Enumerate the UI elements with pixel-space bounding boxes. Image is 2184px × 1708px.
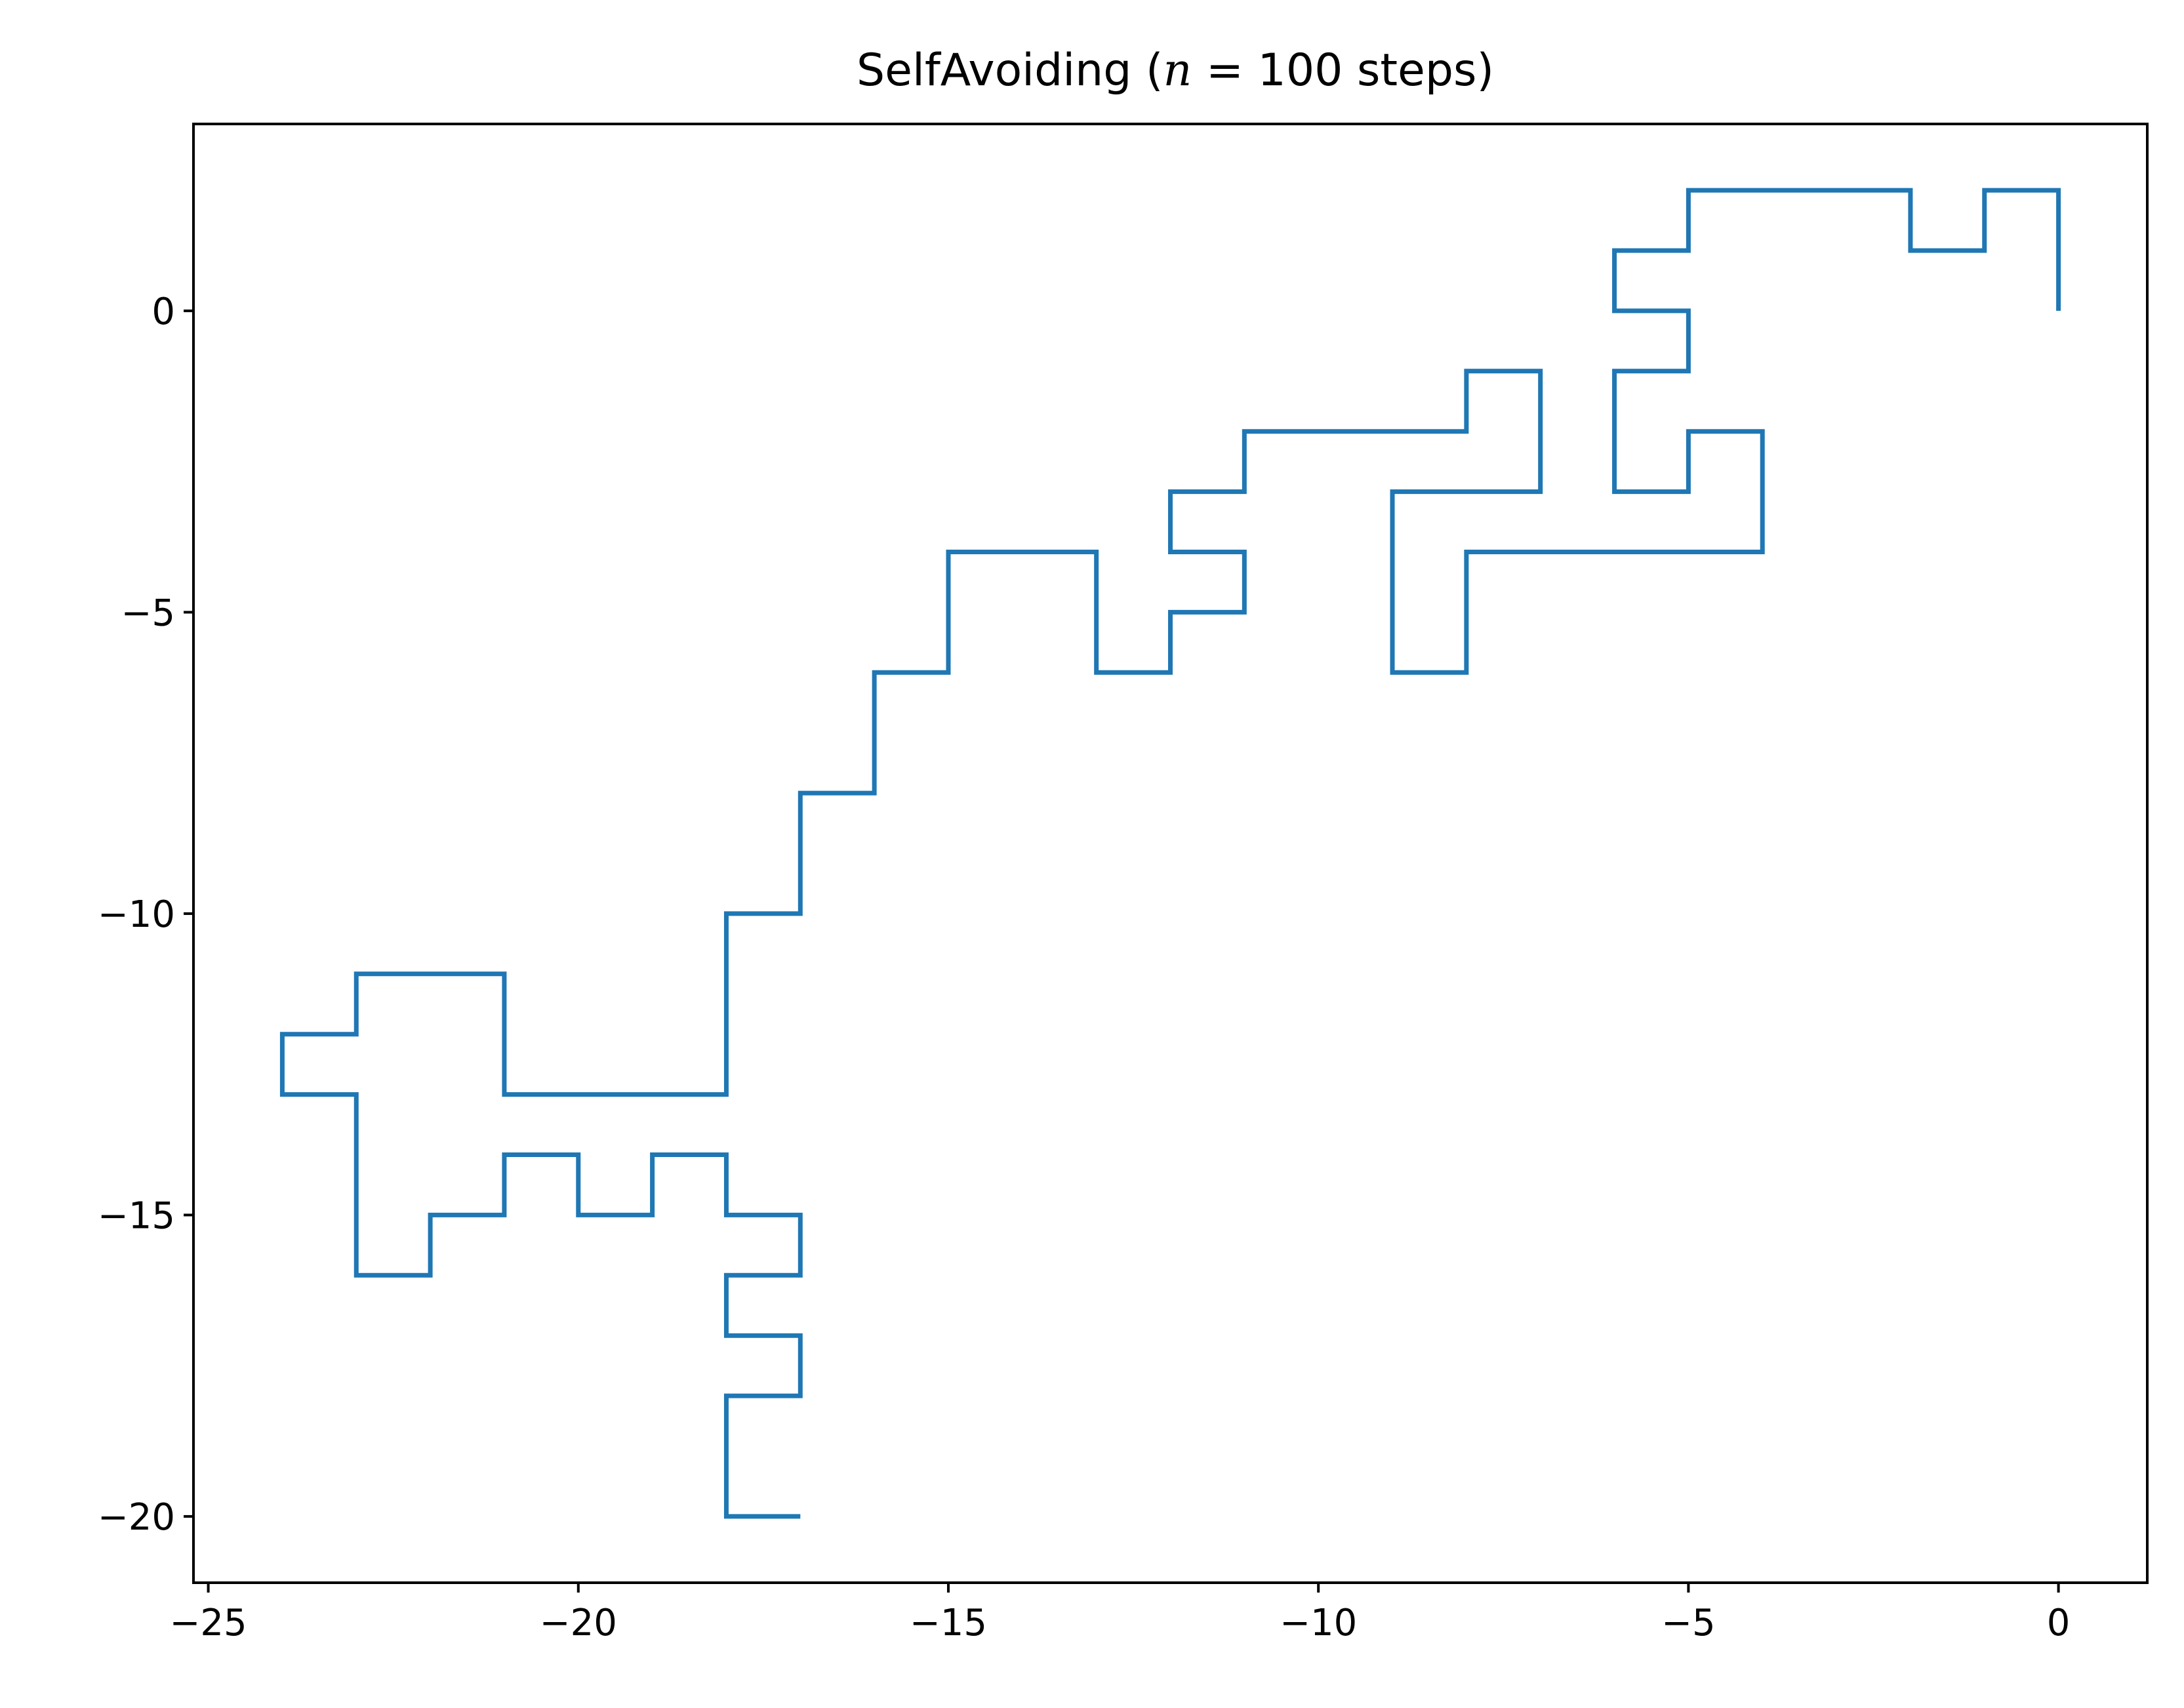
y-tick-label-4: −20 [98, 1496, 175, 1539]
chart-title-suffix: = 100 steps) [1192, 45, 1494, 96]
chart-title-variable: n [1163, 45, 1192, 96]
x-tick-label-1: −20 [540, 1602, 617, 1644]
y-axis: 0 −5 −10 −15 −20 [98, 291, 193, 1539]
y-tick-label-3: −15 [98, 1194, 175, 1237]
chart-title: SelfAvoiding (n = 100 steps) [857, 45, 1494, 96]
x-tick-label-2: −15 [910, 1602, 987, 1644]
x-axis: −25 −20 −15 −10 −5 0 [169, 1583, 2070, 1644]
x-tick-label-5: 0 [2047, 1602, 2071, 1644]
y-tick-label-1: −5 [121, 592, 175, 634]
y-tick-label-0: 0 [152, 291, 175, 333]
plot-area [279, 188, 2061, 1519]
chart-title-prefix: SelfAvoiding ( [857, 45, 1163, 96]
x-tick-label-4: −5 [1661, 1602, 1716, 1644]
y-tick-label-2: −10 [98, 893, 175, 936]
series-line-0 [279, 188, 2061, 1519]
axes-frame [192, 123, 2149, 1584]
x-tick-label-0: −25 [169, 1602, 247, 1644]
x-tick-label-3: −10 [1280, 1602, 1357, 1644]
